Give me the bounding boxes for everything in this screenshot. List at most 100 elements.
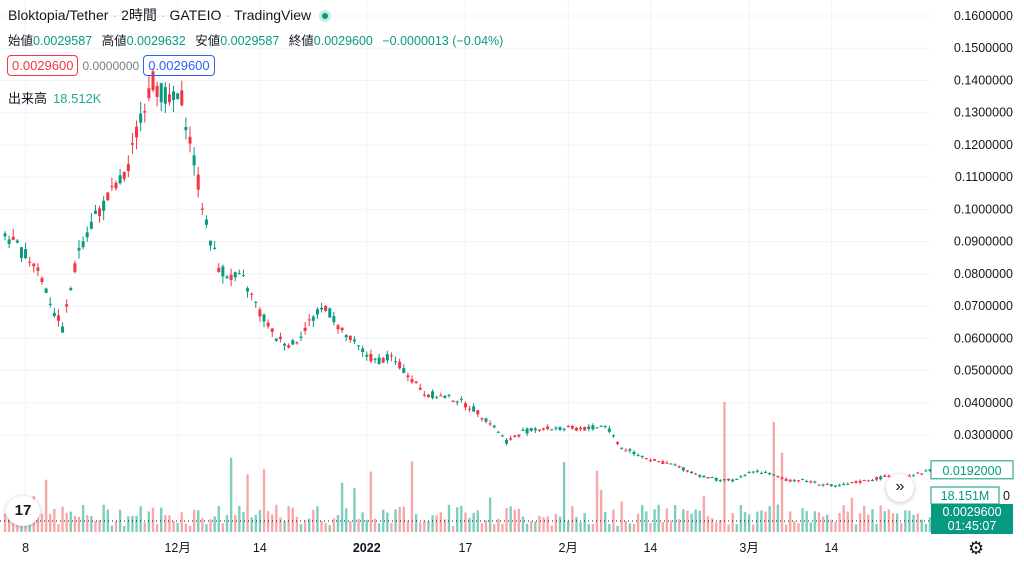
volume-bar xyxy=(373,518,377,532)
volume-bar xyxy=(805,511,808,532)
candle-body xyxy=(883,475,887,477)
volume-bar xyxy=(854,524,858,532)
volume-bar xyxy=(476,510,479,532)
candle-body xyxy=(414,381,418,383)
volume-bar xyxy=(94,520,97,532)
volume-bar xyxy=(295,516,299,532)
candle-body xyxy=(870,480,874,482)
candle-body xyxy=(32,263,36,267)
volume-bar xyxy=(423,520,426,532)
symbol-name[interactable]: Bloktopia/Tether xyxy=(8,7,109,23)
buy-price-box[interactable]: 0.0029600 xyxy=(143,55,215,76)
volume-bar xyxy=(760,510,763,532)
candle-body xyxy=(825,483,829,485)
spread-value: 0.0000000 xyxy=(82,59,140,73)
x-tick-label: 2月 xyxy=(558,541,577,555)
candle-body xyxy=(620,447,624,449)
volume-bar xyxy=(271,514,274,532)
candle-body xyxy=(747,472,751,474)
current-price-badge xyxy=(931,504,1013,534)
volume-bar xyxy=(789,511,792,532)
volume-bar xyxy=(517,508,521,532)
candle-body xyxy=(562,428,566,430)
candle-body xyxy=(385,354,389,361)
volume-bar xyxy=(908,510,911,532)
candle-body xyxy=(879,476,883,480)
sell-price-box[interactable]: 0.0029600 xyxy=(7,55,79,76)
candle-body xyxy=(303,327,307,331)
candle-body xyxy=(603,426,607,428)
volume-bar xyxy=(394,509,397,532)
scroll-to-realtime-button[interactable]: » xyxy=(886,474,914,502)
tradingview-logo-icon[interactable]: 17 xyxy=(6,496,40,526)
volume-bar xyxy=(73,516,77,532)
volume-bar xyxy=(604,512,607,532)
volume-bar xyxy=(238,505,241,532)
low-label: 安値 xyxy=(195,34,221,48)
x-tick-label: 12月 xyxy=(164,541,190,555)
candle-body xyxy=(262,314,266,322)
volume-bar xyxy=(287,506,290,532)
candle-body xyxy=(838,485,842,487)
market-status-icon[interactable] xyxy=(319,10,332,22)
candle-body xyxy=(159,83,163,103)
volume-bar xyxy=(595,470,599,532)
candle-body xyxy=(278,336,282,340)
volume-bar xyxy=(225,515,229,532)
volume-bar xyxy=(813,511,817,532)
candle-body xyxy=(792,480,796,482)
candle-body xyxy=(431,391,435,398)
volume-bar xyxy=(846,511,849,532)
candle-body xyxy=(772,474,776,476)
volume-bar xyxy=(772,422,775,532)
volume-bar xyxy=(114,521,118,532)
candle-body xyxy=(40,278,44,283)
candle-body xyxy=(685,470,689,472)
candle-body xyxy=(225,276,229,279)
volume-bar xyxy=(460,505,463,532)
candle-body xyxy=(492,425,496,428)
volume-bar xyxy=(768,506,771,532)
candle-body xyxy=(56,315,60,321)
candle-body xyxy=(369,353,373,362)
candle-body xyxy=(324,305,328,311)
candle-body xyxy=(833,485,837,487)
open-label: 始値 xyxy=(8,34,34,48)
volume-bar xyxy=(435,515,438,532)
candle-body xyxy=(93,210,97,214)
candle-body xyxy=(805,480,809,482)
volume-bar xyxy=(858,513,862,532)
candle-body xyxy=(480,418,484,420)
interval-label[interactable]: 2時間 xyxy=(121,7,157,23)
y-tick-label: 0.0400000 xyxy=(954,396,1013,410)
candle-body xyxy=(406,375,410,378)
volume-bar xyxy=(776,504,780,532)
volume-bar xyxy=(451,525,455,532)
legend-separator: · xyxy=(112,7,118,23)
volume-bar xyxy=(229,457,233,532)
candle-body xyxy=(15,240,19,243)
volume-bar xyxy=(488,497,492,532)
candle-body xyxy=(476,410,480,415)
volume-bar xyxy=(427,521,430,532)
volume-bar xyxy=(369,471,373,532)
candle-body xyxy=(250,293,254,295)
candle-body xyxy=(196,174,200,190)
volume-bar xyxy=(127,516,130,532)
candle-body xyxy=(229,274,233,280)
volume-bar xyxy=(505,508,508,532)
candle-body xyxy=(328,308,332,318)
candle-body xyxy=(352,339,356,342)
candle-body xyxy=(295,342,299,344)
candle-body xyxy=(320,307,324,310)
candle-body xyxy=(574,427,578,431)
candle-body xyxy=(147,88,151,99)
candle-body xyxy=(813,481,817,483)
volume-bar xyxy=(303,520,307,532)
settings-gear-icon[interactable]: ⚙ xyxy=(968,538,985,558)
candle-body xyxy=(554,427,558,429)
candle-body xyxy=(546,426,550,429)
volume-bar xyxy=(192,509,196,532)
volume-bar xyxy=(867,514,870,532)
